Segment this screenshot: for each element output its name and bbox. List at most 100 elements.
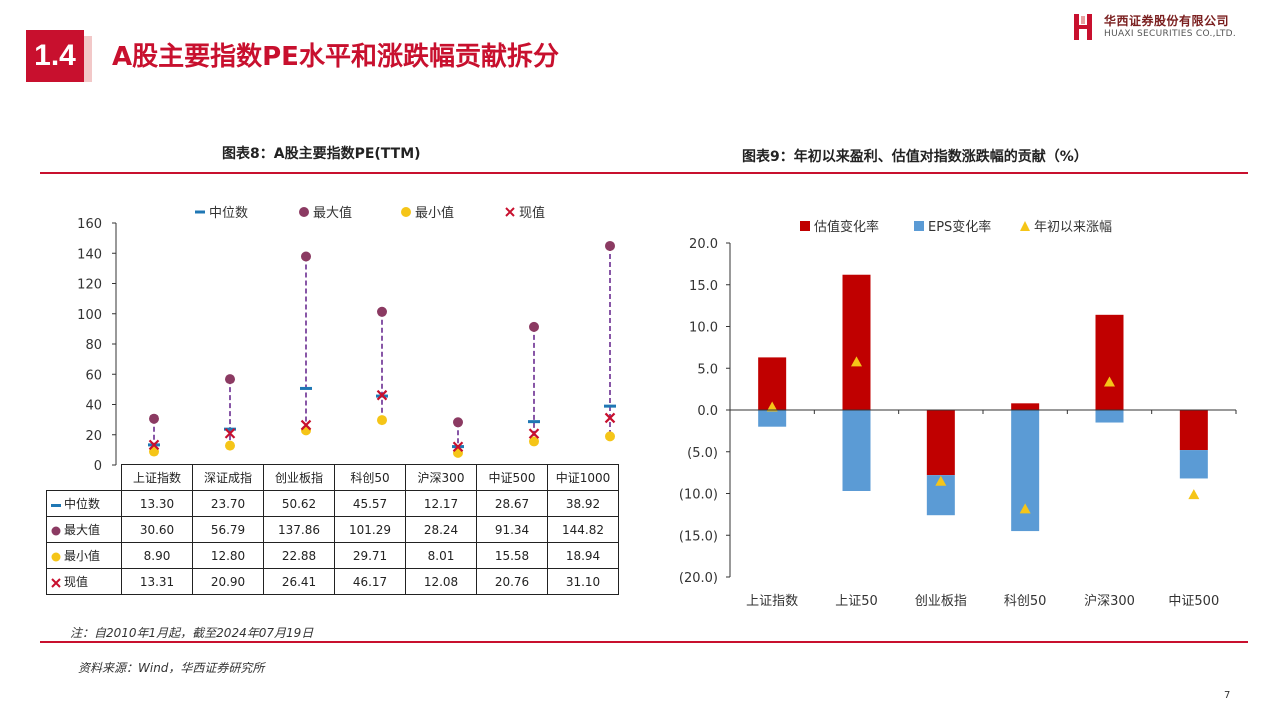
valuation-bar [758, 357, 787, 410]
min-point [529, 436, 539, 447]
median-mark [300, 386, 312, 390]
table-cell: 31.10 [547, 568, 619, 595]
table-cell: 46.17 [334, 568, 406, 595]
table-row-min: 最小值 8.90 12.80 22.88 29.71 8.01 15.58 18… [46, 542, 619, 569]
ytd-marker [935, 475, 947, 486]
chart-9-title: 图表9：年初以来盈利、估值对指数涨跌幅的贡献（%） [742, 149, 1088, 165]
table-cell: 8.01 [405, 542, 477, 569]
table-row-current: 现值 13.31 20.90 26.41 46.17 12.08 20.76 3… [46, 568, 619, 595]
footer-divider [40, 641, 1248, 643]
eps-bar [1095, 410, 1124, 423]
max-point [605, 240, 615, 251]
x-marker-icon [51, 577, 61, 588]
current-point [604, 412, 616, 424]
valuation-bar [842, 274, 871, 410]
table-cell: 144.82 [547, 516, 619, 543]
eps-bar [842, 410, 871, 491]
current-point [300, 419, 312, 431]
x-tick-label: 上证50 [835, 594, 878, 609]
y-tick-label: 160 [77, 217, 102, 232]
max-point [453, 417, 463, 428]
table-header-cell: 科创50 [334, 464, 406, 491]
table-header-cell: 深证成指 [192, 464, 264, 491]
legend-label: EPS变化率 [928, 219, 991, 235]
eps-bar [1179, 450, 1208, 479]
median-mark [528, 420, 540, 424]
row-header-current: 现值 [46, 568, 122, 595]
table-cell: 20.90 [192, 568, 264, 595]
chart-9-x-axis: 上证指数 上证50 创业板指 科创50 沪深300 中证500 [729, 409, 1237, 609]
table-header-cell: 上证指数 [121, 464, 193, 491]
table-cell: 101.29 [334, 516, 406, 543]
valuation-bar [1095, 314, 1124, 410]
max-point [377, 306, 387, 317]
current-point [452, 441, 464, 453]
min-point [149, 446, 159, 457]
legend-label: 中位数 [209, 206, 248, 221]
table-cell: 12.17 [405, 490, 477, 517]
table-header-cell: 创业板指 [263, 464, 335, 491]
row-header-min: 最小值 [46, 542, 122, 569]
table-row-max: 最大值 30.60 56.79 137.86 101.29 28.24 91.3… [46, 516, 619, 543]
header-divider [40, 172, 1248, 174]
table-cell: 91.34 [476, 516, 548, 543]
valuation-bar [1179, 410, 1208, 451]
chart-9-legend: 估值变化率 EPS变化率 年初以来涨幅 [800, 219, 1112, 235]
table-cell: 45.57 [334, 490, 406, 517]
table-cell: 28.24 [405, 516, 477, 543]
legend-valuation-marker [800, 221, 810, 231]
table-cell: 20.76 [476, 568, 548, 595]
ytd-marker [766, 401, 778, 412]
table-cell: 18.94 [547, 542, 619, 569]
company-name-en: HUAXI SECURITIES CO.,LTD. [1104, 29, 1237, 39]
valuation-bar [926, 410, 955, 476]
source-note: 资料来源：Wind，华西证券研究所 [78, 661, 265, 675]
max-point [149, 413, 159, 424]
page-title: A股主要指数PE水平和涨跌幅贡献拆分 [112, 42, 559, 72]
table-cell: 12.08 [405, 568, 477, 595]
table-header-row: 上证指数 深证成指 创业板指 科创50 沪深300 中证500 中证1000 [47, 464, 619, 491]
y-tick-label: (5.0) [687, 446, 718, 461]
company-name-cn: 华西证券股份有限公司 [1104, 14, 1230, 28]
y-tick-label: 120 [77, 278, 102, 293]
y-tick-label: 80 [85, 338, 102, 353]
footnote: 注：自2010年1月起，截至2024年07月19日 [70, 626, 314, 640]
y-tick-label: 60 [85, 368, 102, 383]
min-point [377, 415, 387, 426]
legend-label: 估值变化率 [814, 219, 879, 235]
valuation-bar [1011, 403, 1040, 410]
ytd-marker [1019, 503, 1031, 514]
x-tick-label: 中证500 [1168, 594, 1219, 609]
current-point [376, 389, 388, 401]
legend-label: 最小值 [415, 205, 454, 221]
section-badge-accent [84, 36, 92, 82]
huaxi-logo-icon [1074, 14, 1092, 40]
eps-bar [758, 410, 787, 427]
company-logo: 华西证券股份有限公司 HUAXI SECURITIES CO.,LTD. [1072, 12, 1254, 46]
table-cell: 29.71 [334, 542, 406, 569]
y-tick-label: (20.0) [679, 571, 718, 586]
x-tick-label: 沪深300 [1084, 593, 1135, 609]
y-tick-label: 100 [77, 308, 102, 323]
y-tick-label: 20 [85, 429, 102, 444]
ytd-marker [1188, 489, 1200, 500]
chart-9-y-axis: 20.0 15.0 10.0 5.0 0.0 (5.0) (10.0) (15.0) (20.0… [679, 237, 731, 586]
table-cell: 8.90 [121, 542, 193, 569]
legend-label: 最大值 [313, 205, 352, 221]
chart-8-y-axis: 0 20 40 60 80 100 120 140 160 [77, 217, 117, 470]
chart-8-title: 图表8：A股主要指数PE(TTM) [222, 146, 421, 162]
y-tick-label: 0.0 [697, 404, 718, 419]
pe-data-table: 上证指数 深证成指 创业板指 科创50 沪深300 中证500 中证1000 中… [46, 464, 619, 595]
median-mark [604, 404, 616, 408]
y-tick-label: (10.0) [679, 488, 718, 503]
legend-label: 年初以来涨幅 [1034, 220, 1112, 235]
dash-marker-icon [51, 503, 61, 507]
min-point [301, 425, 311, 436]
table-row-median: 中位数 13.30 23.70 50.62 45.57 12.17 28.67 … [46, 490, 619, 517]
y-tick-label: 5.0 [697, 362, 718, 377]
y-tick-label: 40 [85, 399, 102, 414]
min-point [605, 431, 615, 442]
chart-8-plot [148, 240, 616, 458]
y-tick-label: 20.0 [689, 237, 718, 252]
ytd-marker [1104, 376, 1115, 387]
